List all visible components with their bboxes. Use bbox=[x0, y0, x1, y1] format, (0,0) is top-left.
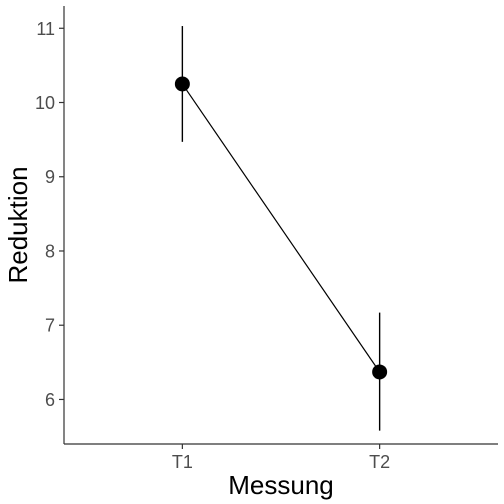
y-axis-ticks: 6 7 8 9 10 11 bbox=[35, 19, 64, 410]
data-point bbox=[372, 364, 388, 380]
y-tick-label: 9 bbox=[45, 167, 55, 187]
y-tick-label: 6 bbox=[45, 390, 55, 410]
y-tick-label: 7 bbox=[45, 316, 55, 336]
series-line bbox=[181, 83, 381, 373]
x-tick-label: T1 bbox=[172, 452, 193, 472]
x-tick-label: T2 bbox=[369, 452, 390, 472]
x-axis-ticks: T1 T2 bbox=[172, 444, 390, 472]
x-axis-title: Messung bbox=[228, 470, 334, 500]
y-tick-label: 11 bbox=[36, 19, 55, 39]
y-tick-label: 8 bbox=[45, 241, 55, 261]
y-axis-title: Reduktion bbox=[3, 166, 33, 283]
data-point bbox=[174, 76, 190, 92]
y-tick-label: 10 bbox=[35, 93, 55, 113]
plot-area bbox=[174, 26, 388, 431]
